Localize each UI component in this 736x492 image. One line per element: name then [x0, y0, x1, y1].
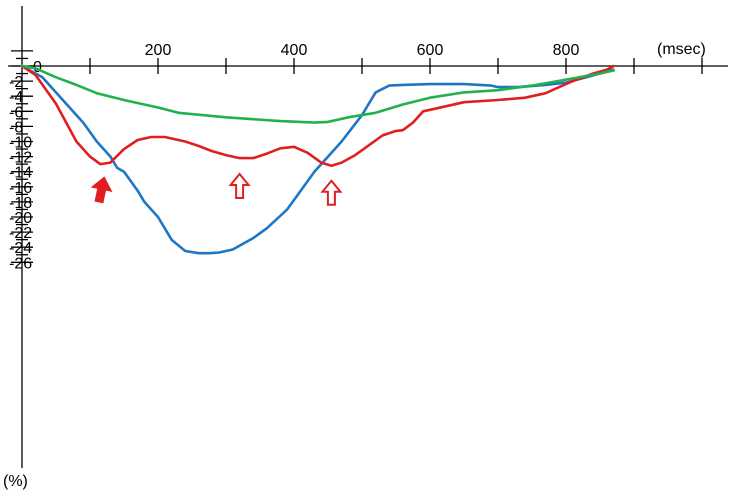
axes — [8, 6, 728, 468]
series-line-2 — [20, 64, 615, 167]
filled-arrow-annotation — [90, 176, 113, 204]
y-tick-label: -8 — [9, 119, 23, 136]
x-tick-label: 400 — [281, 42, 308, 59]
y-tick-label: -14 — [9, 165, 32, 182]
y-tick-label: -26 — [9, 255, 32, 272]
annotation-group — [90, 172, 343, 206]
series-line-3 — [20, 64, 615, 124]
y-tick-label: -16 — [9, 180, 32, 197]
x-tick-label: 600 — [417, 42, 444, 59]
series-group — [20, 64, 615, 255]
x-tick-label: 800 — [553, 42, 580, 59]
x-tick-label: 200 — [145, 42, 172, 59]
x-axis-label: (msec) — [657, 41, 706, 58]
series-line-1 — [20, 64, 615, 255]
y-tick-label: -12 — [9, 150, 32, 167]
x-tick-label: 0 — [33, 59, 42, 76]
y-tick-label: -2 — [9, 74, 23, 91]
open-arrow-annotation — [228, 172, 251, 199]
y-axis-label: (%) — [3, 473, 28, 490]
open-arrow-annotation — [320, 179, 343, 206]
y-tick-label: -22 — [9, 225, 32, 242]
y-tick-label: -18 — [9, 195, 32, 212]
y-tick-label: -20 — [9, 210, 32, 227]
y-tick-label: -6 — [9, 104, 23, 121]
y-tick-label: -10 — [9, 135, 32, 152]
ticks — [11, 50, 703, 263]
y-tick-label: -24 — [9, 240, 32, 257]
y-tick-label: -4 — [9, 89, 23, 106]
